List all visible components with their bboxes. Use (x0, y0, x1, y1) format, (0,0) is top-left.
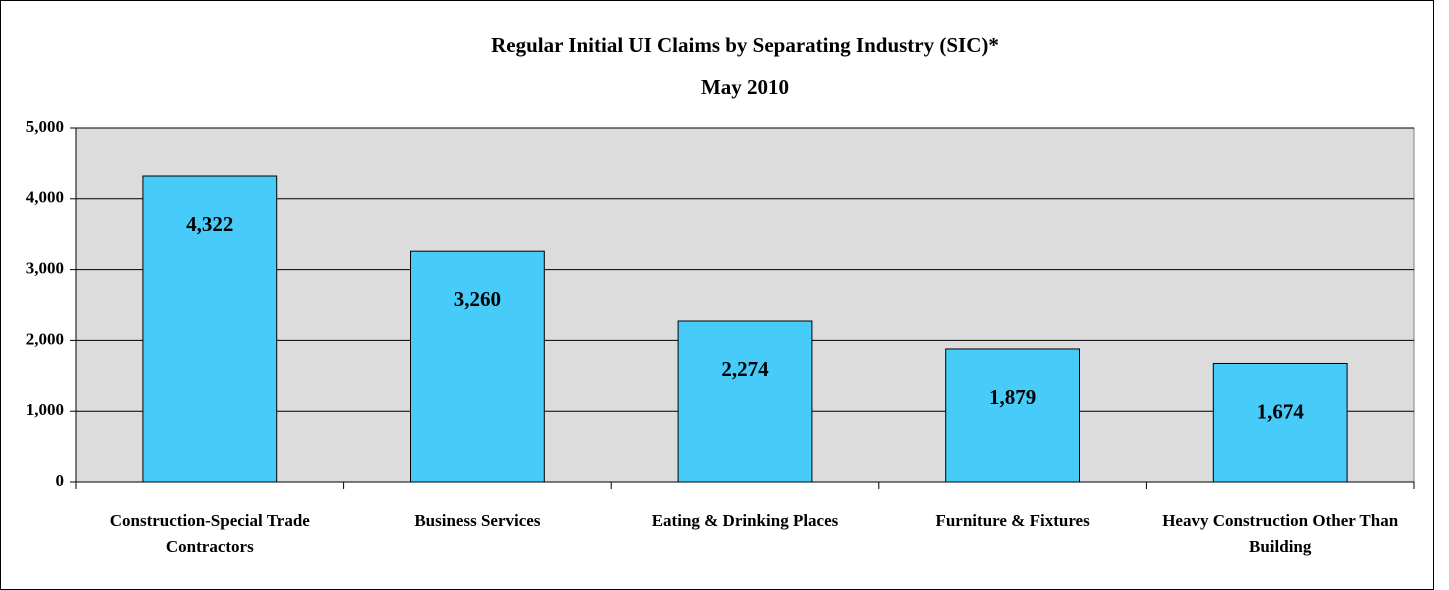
y-tick-label: 3,000 (26, 259, 64, 278)
chart-subtitle: May 2010 (701, 75, 789, 99)
data-label: 2,274 (721, 357, 769, 381)
bar (677, 320, 813, 483)
y-tick-label: 4,000 (26, 188, 64, 207)
data-label: 4,322 (186, 212, 233, 236)
x-tick-label: Business Services (414, 511, 541, 530)
data-label: 3,260 (454, 287, 501, 311)
bar (142, 175, 278, 483)
x-tick-label: Furniture & Fixtures (935, 511, 1090, 530)
data-label: 1,674 (1257, 399, 1305, 423)
data-label: 1,879 (989, 385, 1036, 409)
bar (410, 250, 545, 483)
bar (1212, 362, 1348, 483)
chart-title: Regular Initial UI Claims by Separating … (491, 33, 999, 57)
bar (945, 348, 1081, 483)
x-tick-label: Construction-Special Trade Contractors (109, 511, 310, 556)
y-tick-label: 2,000 (26, 329, 64, 348)
y-tick-label: 1,000 (26, 400, 64, 419)
x-tick-label: Heavy Construction Other Than Building (1162, 511, 1399, 556)
x-tick-label: Eating & Drinking Places (651, 511, 839, 530)
y-tick-label: 0 (56, 471, 65, 490)
y-tick-label: 5,000 (26, 117, 64, 136)
